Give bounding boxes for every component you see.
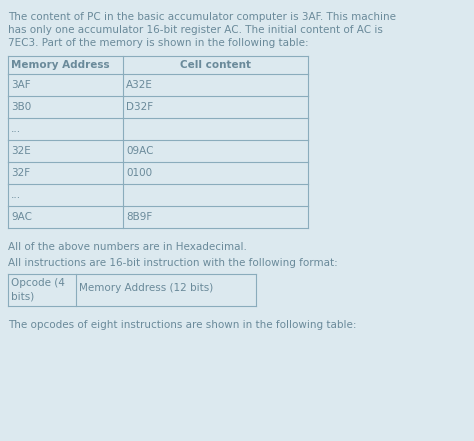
Text: 0100: 0100 xyxy=(126,168,152,178)
Text: All instructions are 16-bit instruction with the following format:: All instructions are 16-bit instruction … xyxy=(8,258,338,268)
Text: The content of PC in the basic accumulator computer is 3AF. This machine: The content of PC in the basic accumulat… xyxy=(8,12,396,22)
Text: 32E: 32E xyxy=(11,146,31,156)
Text: Opcode (4
bits): Opcode (4 bits) xyxy=(11,278,65,302)
Text: Memory Address: Memory Address xyxy=(11,60,109,70)
Text: 32F: 32F xyxy=(11,168,30,178)
Text: Cell content: Cell content xyxy=(180,60,251,70)
Text: A32E: A32E xyxy=(126,80,153,90)
Text: Memory Address (12 bits): Memory Address (12 bits) xyxy=(79,283,213,293)
Text: The opcodes of eight instructions are shown in the following table:: The opcodes of eight instructions are sh… xyxy=(8,320,356,330)
Text: 09AC: 09AC xyxy=(126,146,154,156)
Text: All of the above numbers are in Hexadecimal.: All of the above numbers are in Hexadeci… xyxy=(8,242,247,252)
Text: D32F: D32F xyxy=(126,102,153,112)
Text: ...: ... xyxy=(11,190,21,200)
Text: 9AC: 9AC xyxy=(11,212,32,222)
Text: 3B0: 3B0 xyxy=(11,102,31,112)
Text: 8B9F: 8B9F xyxy=(126,212,152,222)
Text: 3AF: 3AF xyxy=(11,80,31,90)
Text: 7EC3. Part of the memory is shown in the following table:: 7EC3. Part of the memory is shown in the… xyxy=(8,38,309,48)
Text: ...: ... xyxy=(11,124,21,134)
Text: has only one accumulator 16-bit register AC. The initial content of AC is: has only one accumulator 16-bit register… xyxy=(8,25,383,35)
